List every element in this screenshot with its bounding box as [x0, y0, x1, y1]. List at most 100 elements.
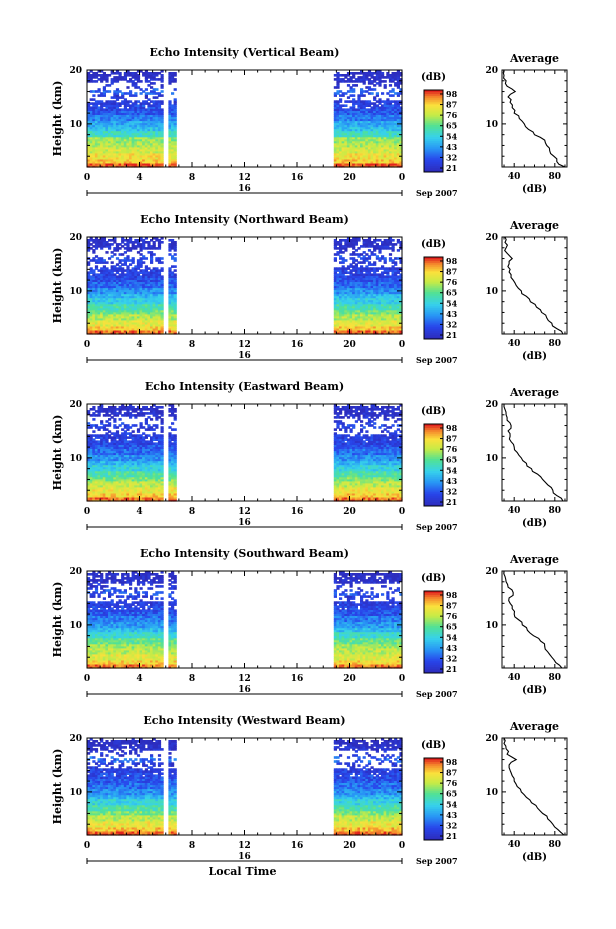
colorbar-unit: (dB) — [421, 406, 446, 417]
x-tick-label: 0 — [84, 507, 90, 517]
profile-x-tick-label: 80 — [549, 673, 562, 683]
colorbar-tick-label: 87 — [446, 267, 457, 277]
date-suffix-label: Sep 2007 — [416, 856, 458, 866]
average-frame — [501, 737, 568, 836]
profile-x-tick-label: 40 — [508, 172, 521, 182]
colorbar-frame — [423, 423, 444, 507]
echo-panel-4: Echo Intensity (Southward Beam) Height (k… — [51, 547, 568, 699]
x-tick-label: 0 — [399, 173, 405, 183]
colorbar-tick-label: 65 — [446, 789, 457, 799]
y-axis-label: Height (km) — [51, 415, 64, 491]
colorbar-tick-label: 76 — [446, 110, 458, 120]
x-tick-label: 0 — [84, 674, 90, 684]
x-tick-label: 4 — [136, 340, 142, 350]
colorbar-tick-label: 87 — [446, 601, 457, 611]
colorbar-tick-label: 87 — [446, 100, 457, 110]
date-suffix-label: Sep 2007 — [416, 355, 458, 365]
profile-y-tick-label: 20 — [485, 233, 498, 243]
x-tick-label: 4 — [136, 841, 142, 851]
colorbar-tick-label: 32 — [446, 319, 457, 329]
colorbar-tick-label: 43 — [446, 810, 458, 820]
y-tick-label: 20 — [69, 66, 82, 76]
colorbar-tick-label: 87 — [446, 768, 457, 778]
profile-y-tick-label: 10 — [485, 788, 498, 798]
y-tick-label: 10 — [69, 621, 82, 631]
profile-x-axis-label: (dB) — [522, 852, 547, 863]
date-suffix-label: Sep 2007 — [416, 689, 458, 699]
profile-x-axis-label: (dB) — [522, 351, 547, 362]
profile-x-tick-label: 80 — [549, 339, 562, 349]
average-title: Average — [509, 52, 559, 65]
profile-y-tick-label: 20 — [485, 567, 498, 577]
average-profile: Average 20 10 40 80(dB) — [485, 52, 568, 195]
date-suffix-label: Sep 2007 — [416, 188, 458, 198]
profile-y-tick-label: 20 — [485, 734, 498, 744]
average-title: Average — [509, 219, 559, 232]
average-profile-line — [504, 236, 564, 335]
colorbar-tick-label: 43 — [446, 476, 458, 486]
heatmap-cells — [87, 571, 403, 669]
date-tick-label: 16 — [238, 184, 251, 194]
colorbar-tick-label: 32 — [446, 820, 457, 830]
colorbar-tick-label: 76 — [446, 778, 458, 788]
colorbar-frame — [423, 757, 444, 841]
colorbar-unit: (dB) — [421, 72, 446, 83]
average-profile: Average 20 10 40 80(dB) — [485, 553, 568, 696]
profile-x-axis-label: (dB) — [522, 518, 547, 529]
colorbar-tick-label: 76 — [446, 444, 458, 454]
heatmap-cells — [87, 738, 403, 836]
x-tick-label: 0 — [84, 173, 90, 183]
panel-title: Echo Intensity (Northward Beam) — [140, 213, 349, 226]
profile-x-axis-label: (dB) — [522, 685, 547, 696]
y-tick-label: 20 — [69, 400, 82, 410]
profile-x-axis-label: (dB) — [522, 184, 547, 195]
x-tick-label: 16 — [291, 841, 304, 851]
colorbar-unit: (dB) — [421, 239, 446, 250]
echo-panel-1: Echo Intensity (Vertical Beam) Height (km… — [51, 46, 568, 198]
date-tick-label: 16 — [238, 518, 251, 528]
colorbar-tick-label: 65 — [446, 455, 457, 465]
profile-x-tick-label: 40 — [508, 673, 521, 683]
heatmap-cells — [87, 70, 403, 168]
profile-x-tick-label: 80 — [549, 506, 562, 516]
x-tick-label: 0 — [84, 841, 90, 851]
y-axis-label: Height (km) — [51, 749, 64, 825]
colorbar — [424, 424, 443, 507]
colorbar-tick-label: 87 — [446, 434, 457, 444]
profile-y-tick-label: 10 — [485, 621, 498, 631]
x-tick-label: 8 — [189, 841, 195, 851]
colorbar-tick-label: 98 — [446, 757, 458, 767]
colorbar-tick-label: 32 — [446, 653, 457, 663]
average-title: Average — [509, 386, 559, 399]
x-tick-label: 4 — [136, 674, 142, 684]
average-title: Average — [509, 720, 559, 733]
x-tick-label: 20 — [343, 173, 356, 183]
panel-title: Echo Intensity (Vertical Beam) — [149, 46, 339, 59]
colorbar-tick-label: 21 — [446, 330, 457, 340]
panel-title: Echo Intensity (Eastward Beam) — [145, 380, 344, 393]
profile-x-tick-label: 40 — [508, 840, 521, 850]
average-profile-line — [503, 737, 565, 836]
colorbar-tick-label: 21 — [446, 497, 457, 507]
x-axis-label: Local Time — [209, 865, 277, 878]
x-tick-label: 16 — [291, 507, 304, 517]
colorbar-tick-label: 54 — [446, 799, 458, 809]
y-tick-label: 20 — [69, 567, 82, 577]
profile-y-tick-label: 20 — [485, 400, 498, 410]
x-tick-label: 16 — [291, 173, 304, 183]
y-axis-label: Height (km) — [51, 582, 64, 658]
average-profile-line — [502, 69, 566, 168]
colorbar-tick-label: 65 — [446, 288, 457, 298]
colorbar-tick-label: 54 — [446, 298, 458, 308]
y-tick-label: 10 — [69, 454, 82, 464]
echo-panel-5: Echo Intensity (Westward Beam) Height (km… — [51, 714, 568, 878]
y-tick-label: 20 — [69, 734, 82, 744]
profile-x-tick-label: 80 — [549, 172, 562, 182]
colorbar-tick-label: 98 — [446, 423, 458, 433]
x-tick-label: 0 — [399, 340, 405, 350]
colorbar-tick-label: 98 — [446, 89, 458, 99]
profile-x-tick-label: 80 — [549, 840, 562, 850]
x-tick-label: 12 — [238, 173, 251, 183]
x-tick-label: 8 — [189, 173, 195, 183]
x-tick-label: 0 — [84, 340, 90, 350]
